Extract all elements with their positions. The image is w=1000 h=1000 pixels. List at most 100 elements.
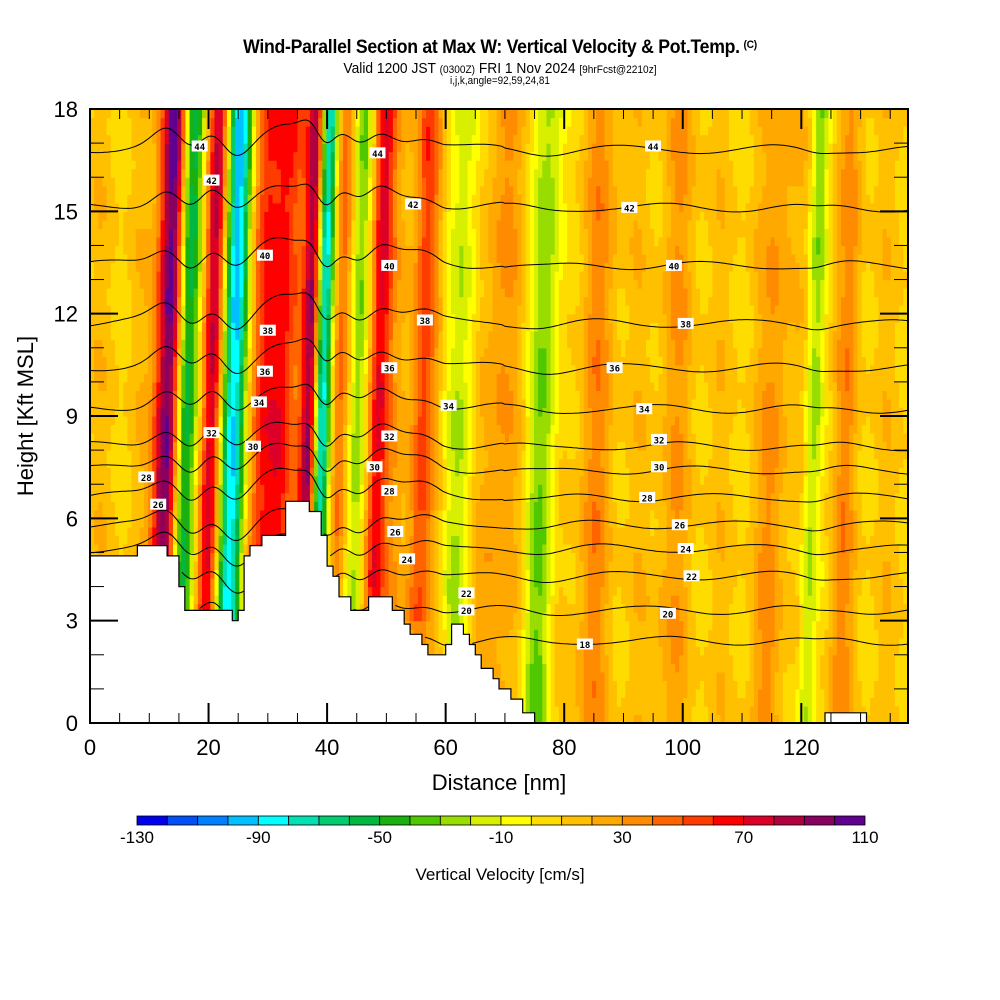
w-cell <box>226 288 232 298</box>
w-cell <box>135 373 141 383</box>
w-cell <box>206 347 211 357</box>
w-cell <box>301 390 307 400</box>
w-cell <box>189 560 195 571</box>
w-cell <box>202 279 207 289</box>
w-cell <box>272 526 278 536</box>
w-cell <box>318 339 323 349</box>
w-cell <box>343 279 348 289</box>
w-cell <box>193 202 199 212</box>
w-cell <box>359 228 365 238</box>
w-cell <box>127 339 133 349</box>
w-cell <box>235 569 240 579</box>
w-cell <box>355 109 361 119</box>
w-cell <box>98 151 104 161</box>
w-cell <box>368 160 373 170</box>
w-cell <box>355 279 361 289</box>
w-cell <box>363 271 369 281</box>
w-cell <box>268 407 274 417</box>
w-cell <box>318 501 323 511</box>
w-cell <box>160 364 166 374</box>
w-cell <box>268 109 274 119</box>
w-cell <box>255 296 261 306</box>
w-cell <box>106 424 112 434</box>
w-cell <box>168 339 174 349</box>
w-cell <box>148 441 153 451</box>
w-cell <box>351 236 357 247</box>
w-cell <box>359 177 365 187</box>
w-cell <box>326 168 332 178</box>
w-cell <box>347 160 353 170</box>
w-cell <box>330 219 336 229</box>
w-cell <box>372 262 377 272</box>
w-cell <box>164 501 170 511</box>
w-cell <box>156 296 162 306</box>
w-cell <box>268 185 274 195</box>
w-cell <box>351 390 357 400</box>
w-cell <box>351 322 357 332</box>
w-cell <box>372 501 377 511</box>
w-cell <box>106 126 112 136</box>
w-cell <box>334 126 340 136</box>
w-cell <box>106 151 112 161</box>
w-cell <box>239 305 245 315</box>
w-cell <box>177 143 182 153</box>
w-cell <box>226 416 232 426</box>
w-cell <box>318 185 323 195</box>
w-cell <box>131 143 137 153</box>
w-cell <box>181 271 187 281</box>
w-cell <box>255 339 261 349</box>
w-cell <box>309 236 315 247</box>
w-cell <box>156 211 162 221</box>
w-cell <box>193 356 199 366</box>
w-cell <box>247 330 253 340</box>
w-cell <box>326 271 332 281</box>
w-cell <box>189 552 195 562</box>
w-cell <box>123 185 128 195</box>
w-cell <box>152 373 157 383</box>
w-cell <box>143 398 149 409</box>
w-cell <box>376 543 382 554</box>
w-cell <box>202 288 207 298</box>
w-cell <box>214 185 220 195</box>
w-cell <box>255 407 261 417</box>
w-cell <box>226 109 232 119</box>
w-cell <box>226 151 232 161</box>
w-cell <box>181 398 187 409</box>
w-cell <box>168 390 174 400</box>
w-cell <box>131 296 137 306</box>
w-cell <box>251 126 257 136</box>
w-cell <box>334 245 340 255</box>
w-cell <box>214 441 220 451</box>
w-cell <box>206 364 211 374</box>
w-cell <box>197 185 203 195</box>
w-cell <box>260 484 265 494</box>
w-cell <box>202 501 207 511</box>
w-cell <box>193 117 199 127</box>
w-cell <box>297 219 303 229</box>
w-cell <box>106 407 112 417</box>
w-cell <box>301 143 307 153</box>
w-cell <box>359 552 365 562</box>
w-cell <box>268 509 274 519</box>
w-cell <box>247 236 253 247</box>
w-cell <box>177 356 182 366</box>
w-cell <box>123 262 128 272</box>
w-cell <box>135 509 141 519</box>
w-cell <box>326 475 332 485</box>
w-cell <box>247 126 253 136</box>
w-cell <box>276 484 282 494</box>
w-cell <box>206 458 211 468</box>
w-cell <box>102 288 108 298</box>
w-cell <box>343 194 348 204</box>
w-cell <box>185 347 191 357</box>
w-cell <box>343 228 348 238</box>
w-cell <box>156 109 162 119</box>
w-cell <box>239 126 245 136</box>
w-cell <box>235 526 240 536</box>
w-cell <box>90 501 95 511</box>
w-cell <box>168 288 174 298</box>
w-cell <box>330 501 336 511</box>
w-cell <box>168 424 174 434</box>
w-cell <box>94 202 99 212</box>
w-cell <box>168 347 174 357</box>
